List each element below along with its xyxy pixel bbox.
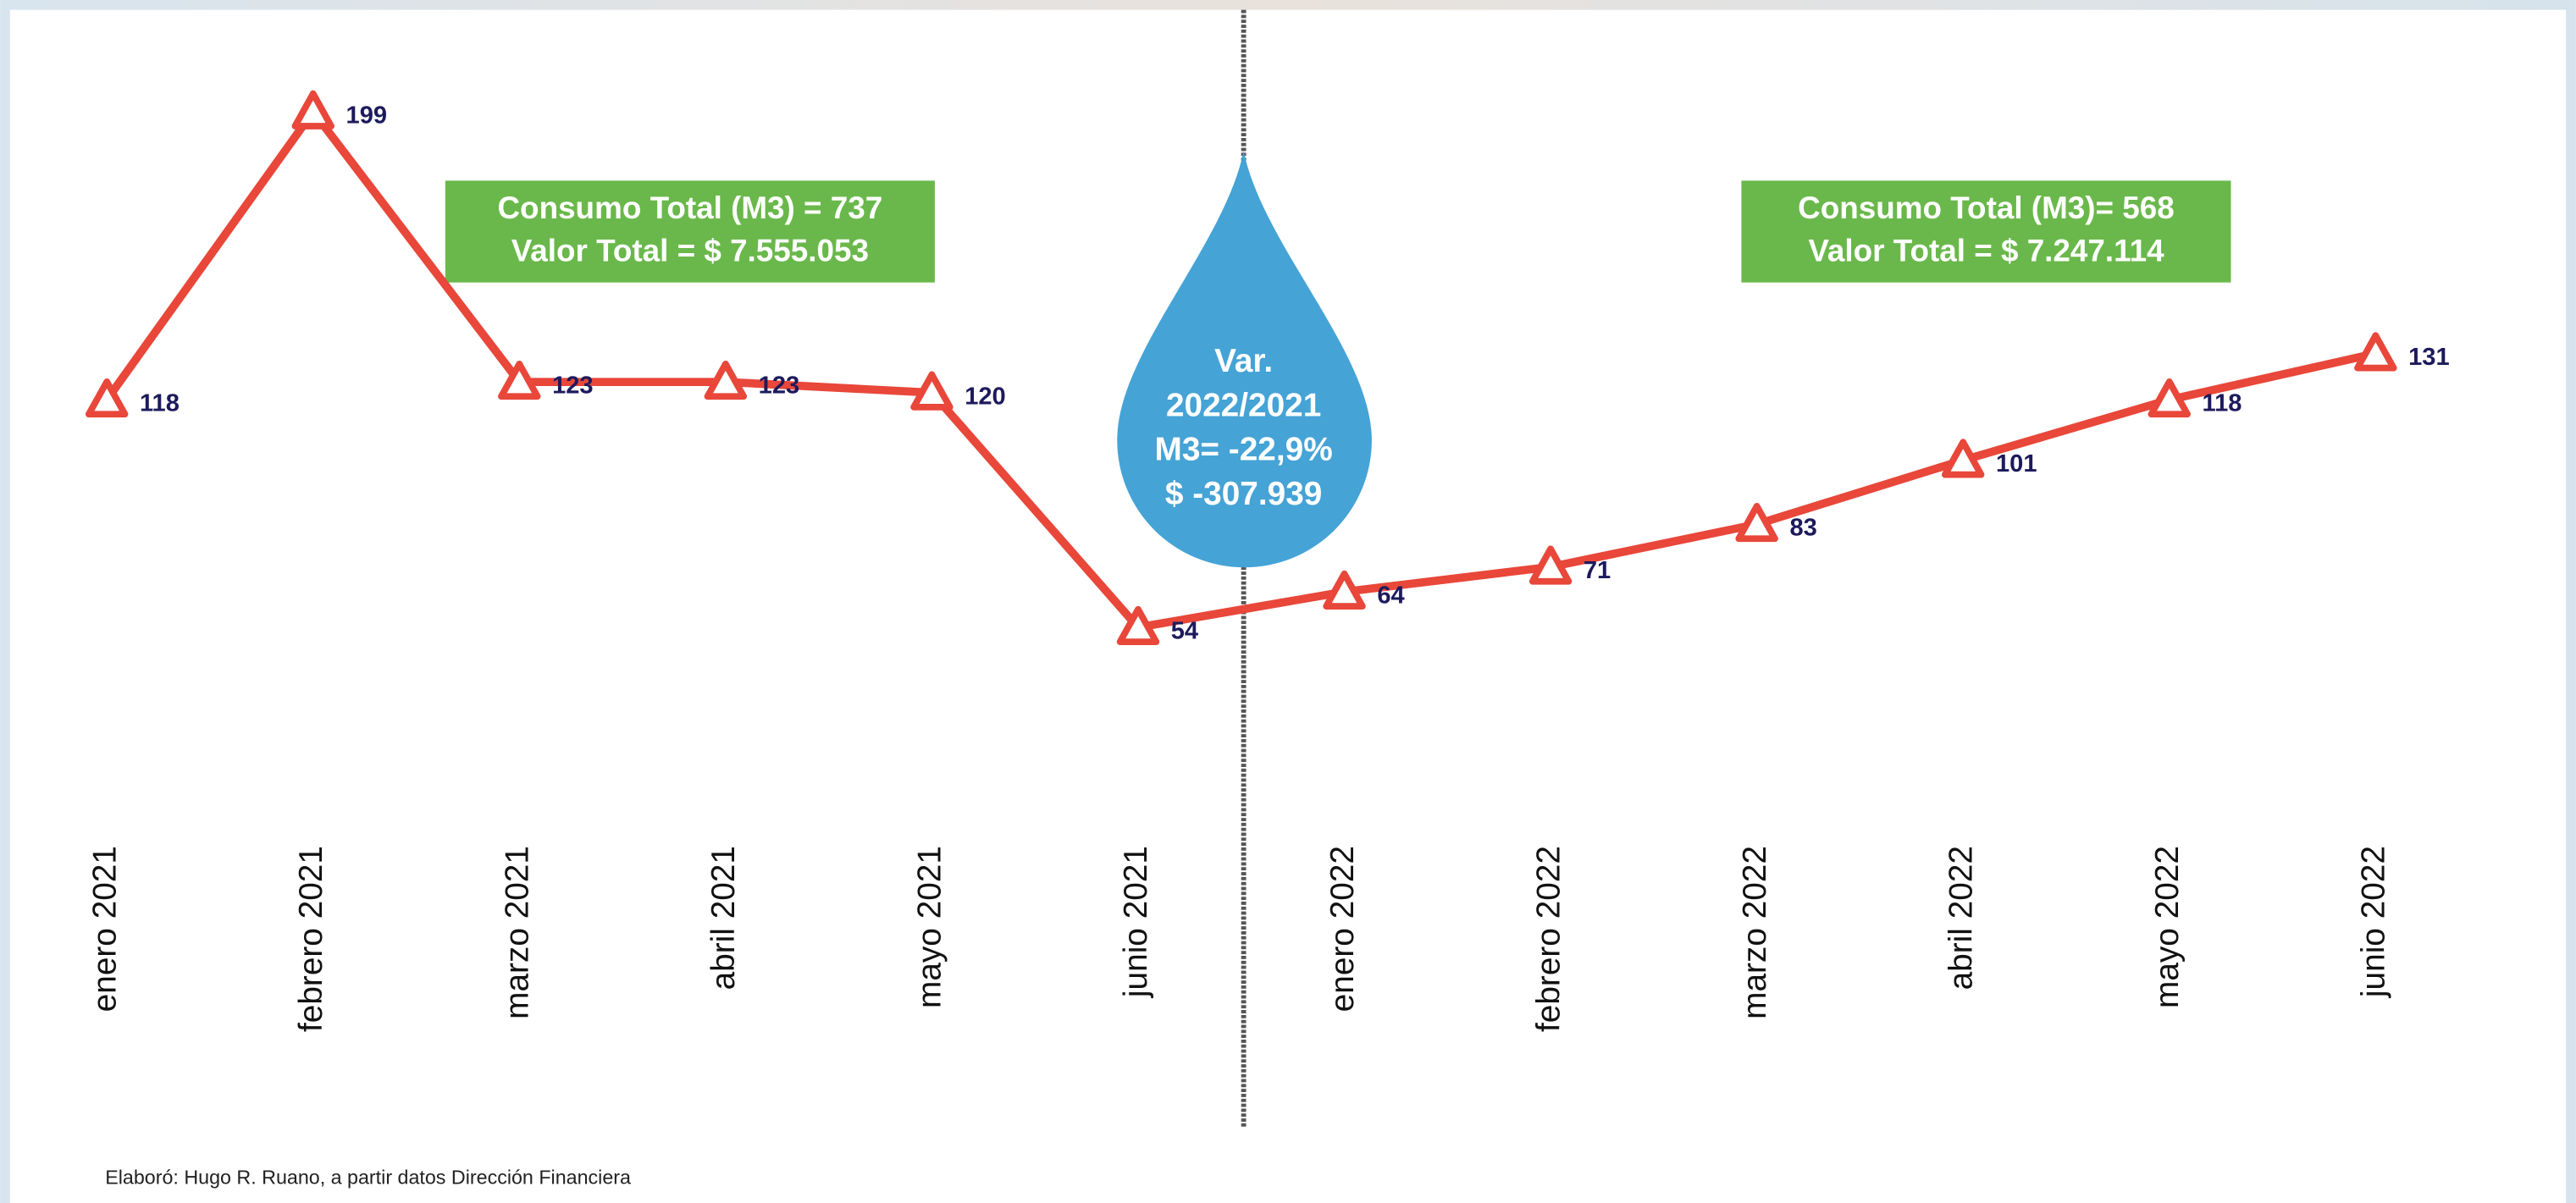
drop-text: M3= -22,9%	[1155, 432, 1333, 468]
point-marker	[1941, 439, 1985, 478]
drop-text: 2022/2021	[1166, 387, 1321, 423]
summary-text: Consumo Total (M3)= 568	[1798, 190, 2175, 225]
value-label: 101	[1996, 450, 2037, 477]
x-tick-label: abril 2021	[705, 846, 742, 990]
point-marker	[1528, 545, 1573, 585]
summary-text: Valor Total = $ 7.247.114	[1808, 233, 2164, 268]
summary-text: Valor Total = $ 7.555.053	[511, 233, 869, 268]
point-marker	[2148, 378, 2191, 418]
summary-box	[1741, 180, 2231, 283]
value-label: 120	[965, 383, 1006, 410]
x-tick-label: mayo 2022	[2149, 846, 2186, 1008]
series-line	[103, 108, 2377, 632]
water-drop	[1117, 151, 1372, 568]
x-tick-label: febrero 2022	[1530, 846, 1567, 1032]
value-label: 83	[1789, 515, 1816, 542]
x-tick-label: abril 2022	[1943, 846, 1979, 990]
x-tick-label: mayo 2021	[912, 846, 948, 1008]
value-label: 131	[2408, 344, 2450, 371]
source-note: Elaboró: Hugo R. Ruano, a partir datos D…	[105, 1167, 631, 1189]
point-marker	[1116, 605, 1160, 646]
value-label: 199	[346, 102, 388, 129]
point-marker	[291, 90, 334, 130]
point-marker	[910, 371, 954, 411]
x-tick-label: junio 2022	[2356, 846, 2392, 998]
x-tick-label: marzo 2022	[1737, 846, 1773, 1019]
summary-text: Consumo Total (M3) = 737	[497, 190, 882, 225]
point-marker	[2354, 332, 2397, 372]
x-tick-label: febrero 2021	[293, 846, 329, 1032]
drop-text: $ -307.939	[1165, 476, 1322, 512]
summary-box	[445, 180, 935, 283]
value-label: 118	[140, 390, 180, 417]
point-marker	[85, 378, 129, 418]
value-label: 64	[1377, 582, 1405, 610]
value-label: 123	[552, 372, 594, 400]
value-label: 118	[2203, 390, 2242, 417]
point-marker	[704, 360, 748, 400]
value-label: 123	[759, 372, 800, 400]
value-label: 54	[1171, 618, 1199, 645]
x-tick-label: marzo 2021	[500, 846, 536, 1019]
x-tick-label: junio 2021	[1118, 846, 1154, 998]
x-tick-label: enero 2022	[1324, 846, 1361, 1012]
drop-text: Var.	[1214, 343, 1273, 379]
point-marker	[1323, 570, 1366, 610]
value-label: 71	[1584, 557, 1611, 584]
point-marker	[1735, 503, 1778, 543]
point-marker	[498, 360, 541, 400]
x-tick-label: enero 2021	[86, 846, 123, 1012]
